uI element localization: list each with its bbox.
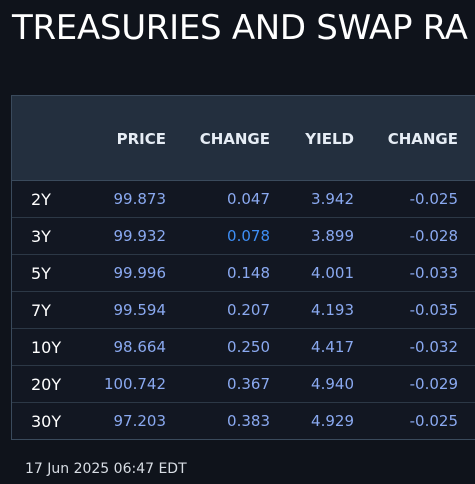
change-cell: 0.367 xyxy=(227,375,270,393)
yield-cell: 4.193 xyxy=(311,301,354,319)
price-cell: 99.594 xyxy=(113,301,167,319)
yield-cell: 3.942 xyxy=(311,190,354,208)
price-cell: 98.664 xyxy=(113,338,167,356)
change-cell: 0.250 xyxy=(227,338,270,356)
rates-table: PRICE CHANGE YIELD CHANGE 2Y 99.873 0.04… xyxy=(11,95,475,440)
table-row[interactable]: 2Y 99.873 0.047 3.942 -0.025 xyxy=(12,181,475,218)
column-header-yield-change[interactable]: CHANGE xyxy=(387,130,458,148)
table-row[interactable]: 7Y 99.594 0.207 4.193 -0.035 xyxy=(12,292,475,329)
yield-change-cell: -0.032 xyxy=(409,338,458,356)
yield-change-cell: -0.028 xyxy=(409,227,458,245)
table-row[interactable]: 5Y 99.996 0.148 4.001 -0.033 xyxy=(12,255,475,292)
yield-change-cell: -0.033 xyxy=(409,264,458,282)
column-header-price[interactable]: PRICE xyxy=(116,130,166,148)
table-body: 2Y 99.873 0.047 3.942 -0.025 3Y 99.932 0… xyxy=(12,181,475,439)
tenor-cell: 20Y xyxy=(31,375,62,394)
yield-change-cell: -0.029 xyxy=(409,375,458,393)
change-cell: 0.078 xyxy=(227,227,270,245)
table-row[interactable]: 10Y 98.664 0.250 4.417 -0.032 xyxy=(12,329,475,366)
table-row[interactable]: 30Y 97.203 0.383 4.929 -0.025 xyxy=(12,403,475,439)
tenor-cell: 7Y xyxy=(31,301,51,320)
change-cell: 0.148 xyxy=(227,264,270,282)
tenor-cell: 5Y xyxy=(31,264,51,283)
yield-cell: 4.929 xyxy=(311,412,354,430)
table-row[interactable]: 3Y 99.932 0.078 3.899 -0.028 xyxy=(12,218,475,255)
yield-change-cell: -0.035 xyxy=(409,301,458,319)
yield-cell: 4.940 xyxy=(311,375,354,393)
table-row[interactable]: 20Y 100.742 0.367 4.940 -0.029 xyxy=(12,366,475,403)
change-cell: 0.207 xyxy=(227,301,270,319)
price-cell: 99.996 xyxy=(113,264,167,282)
table-header: PRICE CHANGE YIELD CHANGE xyxy=(12,96,475,181)
column-header-change[interactable]: CHANGE xyxy=(199,130,270,148)
price-cell: 99.932 xyxy=(113,227,167,245)
price-cell: 99.873 xyxy=(113,190,167,208)
tenor-cell: 2Y xyxy=(31,190,51,209)
tenor-cell: 3Y xyxy=(31,227,51,246)
yield-cell: 3.899 xyxy=(311,227,354,245)
yield-cell: 4.417 xyxy=(311,338,354,356)
price-cell: 100.742 xyxy=(103,375,166,393)
yield-cell: 4.001 xyxy=(311,264,354,282)
change-cell: 0.383 xyxy=(227,412,270,430)
tenor-cell: 10Y xyxy=(31,338,62,357)
yield-change-cell: -0.025 xyxy=(409,412,458,430)
tenor-cell: 30Y xyxy=(31,412,62,431)
last-updated-timestamp: 17 Jun 2025 06:47 EDT xyxy=(25,461,187,477)
column-header-yield[interactable]: YIELD xyxy=(305,130,354,148)
page-title: TREASURIES AND SWAP RA xyxy=(12,8,468,48)
change-cell: 0.047 xyxy=(227,190,270,208)
price-cell: 97.203 xyxy=(113,412,167,430)
yield-change-cell: -0.025 xyxy=(409,190,458,208)
